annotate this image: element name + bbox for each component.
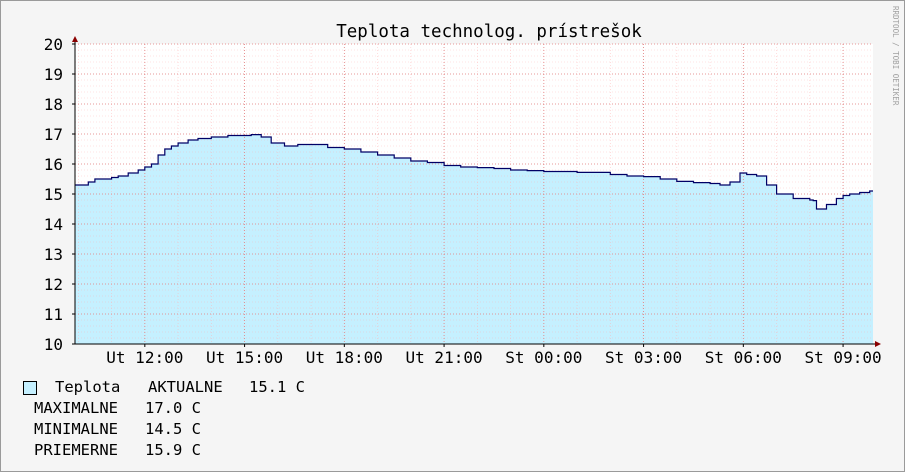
x-tick-label: Ut 21:00: [406, 348, 483, 367]
legend-swatch: [23, 381, 37, 395]
x-tick-label: Ut 12:00: [106, 348, 183, 367]
x-tick-label: St 06:00: [705, 348, 782, 367]
x-tick-label: St 09:00: [805, 348, 882, 367]
x-tick-label: Ut 18:00: [306, 348, 383, 367]
legend-current-value: 15.1 C: [249, 378, 305, 396]
x-tick-label: St 03:00: [605, 348, 682, 367]
y-tick-label: 15: [44, 185, 63, 204]
y-tick-label: 20: [44, 35, 63, 54]
watermark-text: RRDTOOL / TOBI OETIKER: [891, 6, 900, 106]
legend-current-label: AKTUALNE: [148, 378, 223, 396]
y-tick-label: 11: [44, 305, 63, 324]
legend-avg-value: 15.9 C: [145, 441, 201, 459]
legend-avg-label: PRIEMERNE: [34, 441, 118, 459]
y-tick-label: 10: [44, 335, 63, 354]
y-tick-label: 18: [44, 95, 63, 114]
y-tick-label: 16: [44, 155, 63, 174]
legend-min-value: 14.5 C: [145, 420, 201, 438]
series-area-teplota: [75, 134, 873, 344]
y-tick-label: 13: [44, 245, 63, 264]
x-tick-label: St 00:00: [505, 348, 582, 367]
series-line-teplota: [75, 134, 873, 210]
y-tick-label: 14: [44, 215, 63, 234]
chart-title: Teplota technolog. prístrešok: [336, 22, 642, 42]
y-tick-label: 17: [44, 125, 63, 144]
x-axis-arrow: [875, 341, 881, 347]
legend-max-label: MAXIMALNE: [34, 399, 118, 417]
legend-min-label: MINIMALNE: [34, 420, 118, 438]
legend-max-value: 17.0 C: [145, 399, 201, 417]
y-tick-label: 12: [44, 275, 63, 294]
x-tick-label: Ut 15:00: [206, 348, 283, 367]
y-axis-arrow: [72, 36, 78, 42]
y-tick-label: 19: [44, 65, 63, 84]
legend-series-name: Teplota: [55, 378, 121, 396]
